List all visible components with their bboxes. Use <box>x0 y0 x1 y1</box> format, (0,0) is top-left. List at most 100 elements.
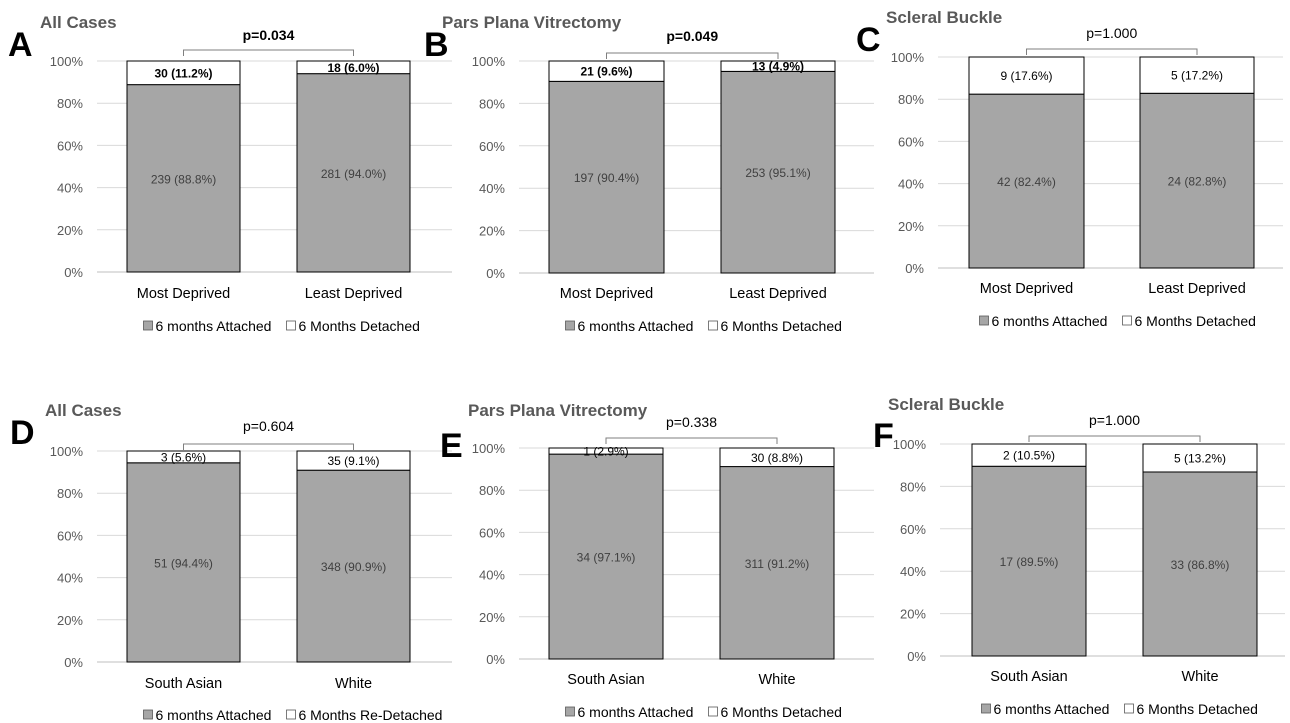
panel-e-label-detached-2: 30 (8.8%) <box>751 451 803 465</box>
panel-d-label-detached-2: 35 (9.1%) <box>327 454 379 468</box>
panel-d-bar-attached-2 <box>296 469 411 663</box>
panel-f-bar-attached-1 <box>971 465 1087 657</box>
panel-a-ytick-label: 60% <box>57 138 83 153</box>
panel-d-ytick-label: 100% <box>50 444 84 459</box>
panel-f-label-detached-2: 5 (13.2%) <box>1174 451 1226 465</box>
panel-f-ytick-label: 40% <box>900 564 926 579</box>
panel-f-bar-detached-2 <box>1142 443 1258 473</box>
panel-f-ytick-label: 0% <box>907 649 926 664</box>
panel-a-ytick-label: 20% <box>57 223 83 238</box>
panel-b-significance-bracket <box>606 52 779 59</box>
panel-b-category-label: Least Deprived <box>729 286 827 302</box>
panel-b-bar-detached-1 <box>548 60 665 82</box>
panel-b-ytick-label: 20% <box>479 224 505 239</box>
panel-e-ytick-label: 0% <box>486 652 505 667</box>
panel-c-ytick-label: 80% <box>898 92 924 107</box>
panel-b-label-detached-1: 21 (9.6%) <box>580 65 632 79</box>
panel-f-legend-swatch-attached <box>981 703 991 714</box>
panel-d-ytick-label: 20% <box>57 613 83 628</box>
panel-f-ytick-label: 20% <box>900 607 926 622</box>
panel-b-legend-attached: 6 months Attached <box>578 318 694 334</box>
panel-b-category-label: Most Deprived <box>560 286 653 302</box>
panel-d-legend-swatch-detached <box>286 709 296 720</box>
panel-a-letter: A <box>8 26 33 64</box>
panel-b-label-attached-1: 197 (90.4%) <box>574 171 639 185</box>
panel-a-legend-swatch-attached <box>143 320 153 331</box>
panel-c-legend-attached: 6 months Attached <box>992 313 1108 329</box>
panel-b-ytick-label: 40% <box>479 181 505 196</box>
panel-f-legend-detached: 6 Months Detached <box>1137 701 1258 717</box>
panel-d-category-label: White <box>335 676 372 692</box>
panel-b-ytick-label: 100% <box>472 54 506 69</box>
panel-f-category-label: White <box>1181 669 1218 685</box>
panel-c-title: Scleral Buckle <box>886 8 1002 27</box>
panel-d-ytick-label: 60% <box>57 528 83 543</box>
panel-d-category-label: South Asian <box>145 676 222 692</box>
panel-c-ytick-label: 60% <box>898 134 924 149</box>
panel-c-letter: C <box>856 21 881 59</box>
panel-f-bar-detached-1 <box>971 443 1087 467</box>
panel-c-significance-bracket <box>1026 48 1198 55</box>
panel-f-ytick-label: 60% <box>900 522 926 537</box>
panel-a-ytick-label: 0% <box>64 265 83 280</box>
panel-c-legend-swatch-detached <box>1122 315 1132 326</box>
panel-a-legend-detached: 6 Months Detached <box>299 318 420 334</box>
panel-f-category-label: South Asian <box>990 669 1067 685</box>
panel-c-legend-swatch-attached <box>979 315 989 326</box>
panel-a-bar-attached-2 <box>296 73 411 273</box>
panel-a-ytick-label: 80% <box>57 96 83 111</box>
panel-e-legend-swatch-detached <box>708 706 718 717</box>
panel-f-label-attached-2: 33 (86.8%) <box>1171 558 1230 572</box>
panel-b-label-attached-2: 253 (95.1%) <box>745 166 810 180</box>
panel-c-bar-attached-1 <box>968 93 1085 269</box>
panel-e-letter: E <box>440 427 463 465</box>
panel-a-legend-attached: 6 months Attached <box>156 318 272 334</box>
panel-e-ytick-label: 100% <box>472 441 506 456</box>
panel-d-significance-bracket <box>183 443 354 450</box>
panel-e-significance-bracket <box>605 437 778 444</box>
panel-f-legend-attached: 6 months Attached <box>994 701 1110 717</box>
panel-a-bar-attached-1 <box>126 84 241 273</box>
panel-e-bar-detached-2 <box>719 447 835 468</box>
panel-b-title: Pars Plana Vitrectomy <box>442 13 622 32</box>
panel-b-label-detached-2: 13 (4.9%) <box>752 60 804 74</box>
panel-f-significance-bracket <box>1028 435 1201 442</box>
panel-e-ytick-label: 20% <box>479 610 505 625</box>
panel-e-bar-attached-1 <box>548 453 664 660</box>
panel-c-ytick-label: 100% <box>891 50 925 65</box>
panel-c-ytick-label: 20% <box>898 219 924 234</box>
panel-c-label-detached-2: 5 (17.2%) <box>1171 69 1223 83</box>
panel-f-letter: F <box>873 417 894 455</box>
panel-a-label-detached-2: 18 (6.0%) <box>327 61 379 75</box>
panel-c-label-attached-2: 24 (82.8%) <box>1168 175 1227 189</box>
panel-e-ytick-label: 80% <box>479 483 505 498</box>
panel-e-title: Pars Plana Vitrectomy <box>468 401 648 420</box>
panel-b-legend-detached: 6 Months Detached <box>721 318 842 334</box>
panel-a-legend-swatch-detached <box>286 320 296 331</box>
panel-e-legend-detached: 6 Months Detached <box>721 704 842 720</box>
panel-a-ytick-label: 100% <box>50 54 84 69</box>
panel-c-category-label: Least Deprived <box>1148 281 1246 297</box>
panel-d-legend-swatch-attached <box>143 709 153 720</box>
panel-d-bar-detached-1 <box>126 450 241 464</box>
panel-c-legend-detached: 6 Months Detached <box>1135 313 1256 329</box>
panel-f-ytick-label: 100% <box>893 437 927 452</box>
panel-a-significance-bracket <box>183 49 354 56</box>
panel-a-label-detached-1: 30 (11.2%) <box>154 66 212 80</box>
panel-d-letter: D <box>10 414 35 452</box>
panel-c-bar-attached-2 <box>1139 92 1255 269</box>
panel-c-ytick-label: 40% <box>898 177 924 192</box>
panel-a-bar-detached-2 <box>296 60 411 75</box>
panel-c-label-detached-1: 9 (17.6%) <box>1000 69 1052 83</box>
panel-d-label-detached-1: 3 (5.6%) <box>161 450 206 464</box>
panel-d-bar-detached-2 <box>296 450 411 471</box>
panel-a-category-label: Most Deprived <box>137 286 230 302</box>
panel-f-label-detached-1: 2 (10.5%) <box>1003 449 1055 463</box>
panel-d-label-attached-1: 51 (94.4%) <box>154 556 213 570</box>
panel-b-legend-swatch-detached <box>708 320 718 331</box>
panel-e-category-label: White <box>758 672 795 688</box>
panel-d-p-value: p=0.604 <box>243 418 294 434</box>
panel-b-ytick-label: 0% <box>486 266 505 281</box>
panel-c-label-attached-1: 42 (82.4%) <box>997 175 1056 189</box>
